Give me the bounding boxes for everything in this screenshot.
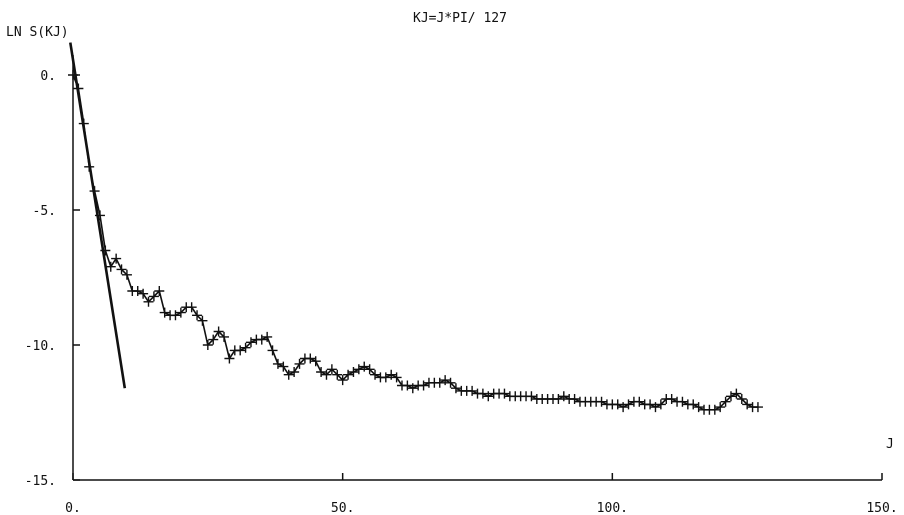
data-point-marker xyxy=(450,383,461,394)
data-point-marker xyxy=(720,396,731,407)
data-point-marker xyxy=(645,399,656,410)
data-point-marker xyxy=(148,291,159,302)
data-point-marker xyxy=(202,340,213,350)
data-point-marker xyxy=(634,396,645,407)
data-point-marker xyxy=(121,269,132,280)
data-point-marker xyxy=(337,375,348,386)
data-point-marker xyxy=(391,372,402,383)
data-point-marker xyxy=(262,331,273,342)
data-point-marker xyxy=(380,372,391,383)
axes: 0. 50. 100. 150. 0. -5. -10. -15. xyxy=(25,55,898,515)
data-point-marker xyxy=(186,302,197,313)
data-point-marker xyxy=(326,364,337,375)
x-axis-label: J xyxy=(886,437,894,452)
data-point-marker xyxy=(256,334,267,345)
data-point-marker xyxy=(116,264,127,275)
x-tick-label: 150. xyxy=(866,501,897,515)
data-point-marker xyxy=(348,367,359,377)
data-point-marker xyxy=(208,334,219,345)
data-point-marker xyxy=(359,361,370,372)
data-point-marker xyxy=(143,296,154,307)
data-point-marker xyxy=(650,402,661,413)
data-point-marker xyxy=(235,345,246,356)
data-point-marker xyxy=(483,391,494,402)
data-point-marker xyxy=(666,394,677,404)
data-point-marker xyxy=(353,364,364,375)
y-tick-label: 0. xyxy=(40,69,56,84)
x-tick-label: 50. xyxy=(331,501,354,515)
y-axis-label: LN S(KJ) xyxy=(6,25,69,40)
data-point-marker xyxy=(240,342,251,353)
data-point-marker xyxy=(569,394,580,404)
data-point-marker xyxy=(612,399,623,410)
data-point-marker xyxy=(386,369,397,380)
y-tick-label: -5. xyxy=(33,204,56,219)
data-point-marker xyxy=(267,345,278,356)
data-point-marker xyxy=(219,331,230,342)
data-point-marker xyxy=(111,253,122,264)
data-point-marker xyxy=(709,404,720,415)
data-point-marker xyxy=(499,388,510,399)
data-point-marker xyxy=(402,380,413,391)
data-point-marker xyxy=(736,394,747,404)
data-point-marker xyxy=(752,402,763,413)
x-tick-label: 100. xyxy=(597,501,628,515)
data-point-marker xyxy=(272,358,283,369)
data-point-marker xyxy=(655,399,666,410)
data-point-marker xyxy=(526,391,537,402)
data-point-marker xyxy=(731,388,742,399)
data-point-marker xyxy=(467,385,478,396)
fit-line xyxy=(69,42,127,389)
y-tick-label: -15. xyxy=(25,474,56,489)
y-tick-label: -10. xyxy=(25,339,56,354)
data-point-marker xyxy=(197,315,208,326)
data-point-marker xyxy=(213,326,224,337)
data-point-marker xyxy=(321,369,332,380)
data-point-marker xyxy=(407,383,418,394)
data-line xyxy=(72,74,758,411)
chart-title: KJ=J*PI/ 127 xyxy=(413,11,507,26)
series-layer xyxy=(68,42,763,415)
data-point-marker xyxy=(159,307,170,318)
data-point-marker xyxy=(224,353,235,364)
data-point-marker xyxy=(138,288,149,299)
data-point-marker xyxy=(742,399,753,410)
data-point-marker xyxy=(677,396,688,407)
data-point-marker xyxy=(618,402,629,413)
data-point-marker xyxy=(477,388,488,399)
data-point-marker xyxy=(310,356,321,367)
data-point-marker xyxy=(170,310,181,321)
data-point-marker xyxy=(245,337,256,348)
data-point-marker xyxy=(132,286,143,296)
x-tick-label: 0. xyxy=(65,501,81,515)
data-point-marker xyxy=(105,261,116,272)
data-point-marker xyxy=(283,369,294,380)
data-point-marker xyxy=(192,310,203,321)
data-point-marker xyxy=(175,307,186,318)
data-point-marker xyxy=(289,367,300,377)
data-point-marker xyxy=(418,380,429,391)
data-point-marker xyxy=(278,361,289,372)
data-point-marker xyxy=(343,369,354,380)
data-point-marker xyxy=(154,286,165,296)
data-point-marker xyxy=(623,399,634,410)
data-point-marker xyxy=(715,402,726,413)
data-point-marker xyxy=(693,402,704,413)
data-point-marker xyxy=(596,396,607,407)
data-point-marker xyxy=(558,391,569,402)
data-point-marker xyxy=(725,391,736,402)
data-point-marker xyxy=(434,377,445,388)
data-point-marker xyxy=(553,394,564,404)
data-point-marker xyxy=(305,353,316,364)
data-point-marker xyxy=(688,399,699,410)
data-point-marker xyxy=(364,364,375,375)
data-point-marker xyxy=(294,358,305,369)
data-point-marker xyxy=(445,377,456,388)
data-point-marker xyxy=(316,367,327,377)
data-point-marker xyxy=(332,369,343,380)
data-point-marker xyxy=(440,375,451,386)
data-point-marker xyxy=(370,369,381,380)
